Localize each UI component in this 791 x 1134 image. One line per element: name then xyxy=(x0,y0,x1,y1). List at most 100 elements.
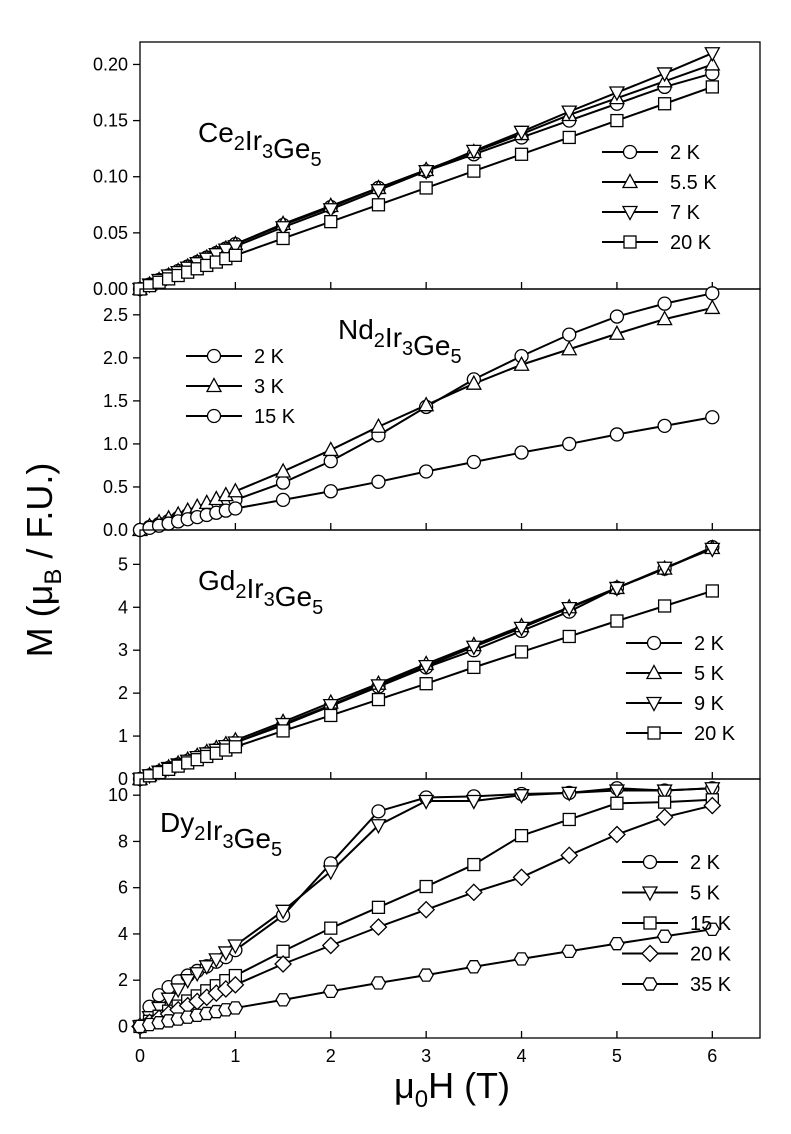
legend-label: 15 K xyxy=(254,406,296,428)
panel-title: Gd2Ir3Ge5 xyxy=(198,565,323,619)
panel-gd2ir3ge5: 0 1 2 3 4 5 Gd2Ir3Ge5 2 K 5 K 9 K 20 K xyxy=(118,529,761,789)
legend-marker xyxy=(205,377,223,393)
data-point-2k xyxy=(705,286,720,301)
data-point-20k xyxy=(560,846,579,865)
data-point-5k xyxy=(227,939,244,955)
data-point-2k xyxy=(562,327,577,342)
y-tick-label: 8 xyxy=(118,831,128,851)
data-point-7k xyxy=(227,240,244,256)
data-point-20k xyxy=(655,808,674,827)
data-point-5k xyxy=(179,974,196,990)
legend-label: 15 K xyxy=(690,913,732,935)
data-point-15k xyxy=(657,795,672,809)
data-point-20k xyxy=(657,97,672,111)
data-point-3k xyxy=(322,441,339,457)
data-point-20k xyxy=(324,708,338,723)
data-point-5.5k xyxy=(704,55,721,71)
x-tick-label: 5 xyxy=(612,1046,622,1066)
y-tick-label: 6 xyxy=(118,878,128,898)
data-point-20k xyxy=(467,660,481,675)
data-point-20k xyxy=(276,231,290,246)
legend-label: 9 K xyxy=(694,693,725,715)
legend-label: 7 K xyxy=(670,202,701,224)
data-point-15k xyxy=(324,921,338,935)
data-point-5k xyxy=(198,960,215,976)
data-point-15k xyxy=(466,454,481,470)
data-point-15k xyxy=(609,427,625,442)
y-tick-label: 4 xyxy=(118,924,128,944)
data-point-20k xyxy=(371,198,386,212)
y-tick-label: 0.05 xyxy=(93,223,128,243)
data-point-15k xyxy=(419,464,434,479)
x-tick-label: 2 xyxy=(326,1046,336,1066)
data-point-5k xyxy=(656,784,673,800)
data-point-20k xyxy=(705,584,719,598)
data-point-15k xyxy=(371,474,386,489)
data-point-35k xyxy=(227,1001,244,1015)
data-point-35k xyxy=(275,993,291,1007)
x-tick-label: 6 xyxy=(707,1046,717,1066)
legend-marker xyxy=(206,348,222,364)
legend-label: 5.5 K xyxy=(670,172,717,194)
data-point-5k xyxy=(189,967,206,983)
data-point-20k xyxy=(419,181,433,195)
data-point-20k xyxy=(467,164,481,178)
x-tick-label: 3 xyxy=(421,1046,431,1066)
y-tick-label: 0.20 xyxy=(93,54,128,74)
legend-marker xyxy=(623,235,637,249)
data-point-20k xyxy=(228,740,243,754)
y-tick-label: 3 xyxy=(118,640,128,660)
y-tick-label: 1 xyxy=(118,726,128,746)
data-point-15k xyxy=(467,857,481,872)
data-point-3k xyxy=(227,482,244,498)
legend-marker xyxy=(622,144,638,160)
legend-marker xyxy=(642,854,658,870)
data-point-3k xyxy=(465,374,482,390)
panel-dy2ir3ge5: 0 2 4 6 8 10 Dy2Ir3Ge5 2 K 5 K 15 K 20 K 35 K xyxy=(108,778,761,1039)
legend-marker xyxy=(642,977,658,991)
legend-label: 20 K xyxy=(694,723,736,745)
legend: 2 K 3 K 15 K xyxy=(186,346,296,428)
data-point-20k xyxy=(419,677,433,691)
data-point-20k xyxy=(417,900,436,919)
x-axis-title: μ0H (T) xyxy=(394,1065,510,1113)
y-tick-label: 10 xyxy=(108,785,128,805)
data-point-20k xyxy=(371,692,386,707)
y-tick-label: 2 xyxy=(118,970,128,990)
data-point-9k xyxy=(322,699,339,715)
data-point-15k xyxy=(323,484,338,499)
data-point-15k xyxy=(705,410,720,425)
data-point-9k xyxy=(656,561,673,577)
data-point-15k xyxy=(562,812,576,827)
y-tick-label: 1.5 xyxy=(103,391,128,411)
data-point-35k xyxy=(513,952,530,966)
y-tick-label: 0.00 xyxy=(93,279,128,299)
y-tick-label: 2 xyxy=(118,683,128,703)
data-point-35k xyxy=(466,960,482,974)
data-point-20k xyxy=(274,955,292,973)
legend-label: 3 K xyxy=(254,376,285,398)
data-point-35k xyxy=(323,984,339,998)
y-tick-label: 0 xyxy=(118,1016,128,1036)
y-axis-title: M (μB / F.U.) xyxy=(19,463,67,658)
legend-label: 5 K xyxy=(690,883,721,905)
data-point-5k xyxy=(704,782,721,798)
data-point-9k xyxy=(704,542,721,558)
legend-marker xyxy=(645,696,663,712)
data-point-5k xyxy=(208,953,225,969)
data-point-7k xyxy=(513,125,530,141)
data-point-20k xyxy=(369,918,388,936)
data-point-15k xyxy=(610,796,624,810)
data-point-5k xyxy=(608,784,626,800)
data-point-15k xyxy=(371,900,386,914)
data-point-9k xyxy=(418,659,435,675)
legend-label: 35 K xyxy=(690,974,732,996)
panel-ce2ir3ge5: 0.00 0.05 0.10 0.15 0.20 Ce2Ir3Ge5 2 K 5.5 K 7 K… xyxy=(93,41,761,299)
data-point-2k xyxy=(323,453,338,469)
legend-label: 5 K xyxy=(694,663,725,685)
data-point-15k xyxy=(657,418,672,434)
legend: 2 K 5 K 9 K 20 K xyxy=(626,633,736,745)
data-point-20k xyxy=(321,936,340,955)
data-point-20k xyxy=(324,214,338,229)
data-point-5k xyxy=(561,786,578,802)
